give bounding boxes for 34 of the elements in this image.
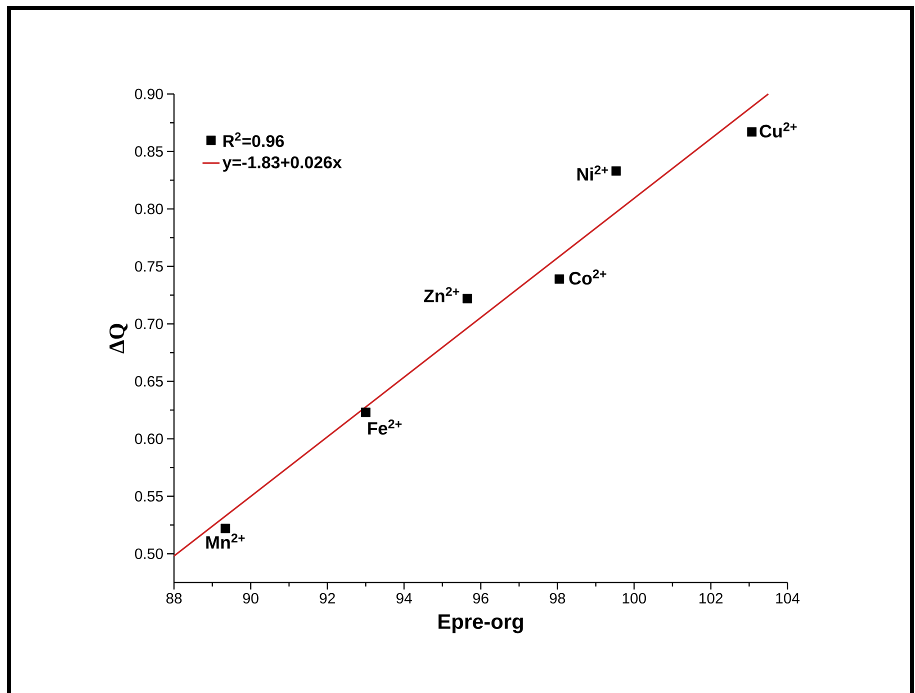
legend-label: y=-1.83+0.026x	[222, 156, 342, 172]
annotation: Fe$^{2+}$	[368, 420, 402, 435]
x-tick-label: 92	[320, 592, 335, 604]
y-tick-label: 0.80	[135, 204, 163, 214]
y-axis-title: ΔQ	[110, 324, 128, 354]
y-tick-label: 0.70	[135, 318, 163, 330]
y-tick-label: 0.55	[135, 490, 163, 502]
annotation: Zn$^{2+}$	[424, 287, 460, 302]
y-tick-label: 0.75	[135, 261, 163, 272]
x-tick-label: 98	[550, 592, 566, 604]
y-tick-label: 0.60	[135, 434, 163, 444]
x-axis-title: Epre-org	[438, 614, 523, 634]
point	[747, 127, 757, 137]
point	[220, 524, 230, 534]
point	[462, 294, 472, 304]
annotation: Co$^{2+}$	[569, 269, 606, 285]
y-tick-label: 0.85	[135, 146, 163, 157]
y-tick-label: 0.90	[135, 88, 163, 100]
y-tick-label: 0.50	[135, 548, 163, 560]
x-tick-label: 96	[473, 592, 488, 604]
point	[611, 166, 621, 176]
x-tick-label: 90	[243, 592, 258, 604]
annotation: Cu$^{2+}$	[760, 122, 797, 138]
annotation: Mn$^{2+}$	[206, 534, 245, 549]
annotation: Ni$^{2+}$	[577, 165, 608, 180]
x-tick-label: 102	[699, 592, 723, 604]
y-tick-label: 0.65	[135, 376, 163, 387]
legend-label: R$^{2}$=0.96	[223, 132, 284, 148]
point	[554, 274, 564, 284]
x-tick-label: 88	[166, 592, 182, 604]
point	[361, 408, 370, 418]
x-tick-label: 94	[396, 592, 412, 604]
x-tick-label: 100	[622, 592, 646, 604]
x-tick-label: 104	[776, 592, 800, 604]
